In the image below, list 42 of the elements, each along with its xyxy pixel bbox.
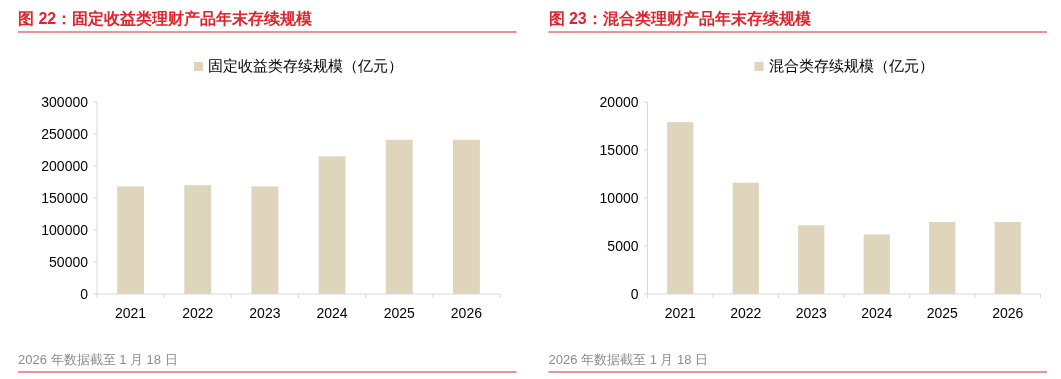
x-tick-label: 2022 [730, 305, 762, 321]
y-tick-label: 0 [630, 286, 639, 302]
y-tick-label: 150000 [41, 190, 89, 206]
text: 2026 年数据截至 1 月 18 日 [548, 352, 709, 367]
bar [318, 156, 346, 294]
y-tick-label: 100000 [41, 222, 89, 238]
legend-label: 固定收益类存续规模（亿元） [208, 57, 403, 74]
bar [117, 186, 145, 294]
x-tick-label: 2025 [926, 305, 959, 321]
bar [798, 225, 825, 294]
bar [863, 234, 890, 294]
y-tick-label: 250000 [41, 126, 89, 142]
legend-label: 混合类存续规模（亿元） [768, 57, 934, 74]
x-tick-label: 2021 [664, 305, 697, 321]
y-tick-label: 50000 [49, 254, 89, 270]
x-tick-label: 2026 [450, 305, 483, 321]
x-tick-label: 2023 [795, 305, 828, 321]
bar [667, 122, 694, 294]
x-tick-label: 2024 [861, 305, 893, 321]
x-tick-label: 2024 [316, 305, 348, 321]
bar [452, 139, 480, 294]
x-tick-label: 2021 [115, 305, 147, 321]
bar [184, 185, 212, 294]
x-tick-label: 2022 [182, 305, 214, 321]
bar [732, 182, 759, 294]
y-tick-label: 15000 [599, 142, 639, 158]
y-tick-label: 5000 [607, 238, 639, 254]
x-tick-label: 2025 [383, 305, 416, 321]
x-tick-label: 2026 [992, 305, 1024, 321]
y-tick-label: 10000 [599, 190, 639, 206]
bar [994, 222, 1021, 294]
y-tick-label: 0 [80, 286, 89, 302]
bar [251, 186, 279, 294]
y-tick-label: 200000 [41, 158, 89, 174]
x-tick-label: 2023 [249, 305, 281, 321]
bar [929, 222, 956, 294]
y-tick-label: 20000 [599, 94, 639, 110]
chart-title: 图 23：混合类理财产品年末存续规模 [548, 10, 811, 27]
bar [385, 139, 413, 294]
y-tick-label: 300000 [41, 94, 89, 110]
chart-title: 图 22：固定收益类理财产品年末存续规模 [18, 10, 313, 27]
text: 2026 年数据截至 1 月 18 日 [18, 352, 178, 367]
